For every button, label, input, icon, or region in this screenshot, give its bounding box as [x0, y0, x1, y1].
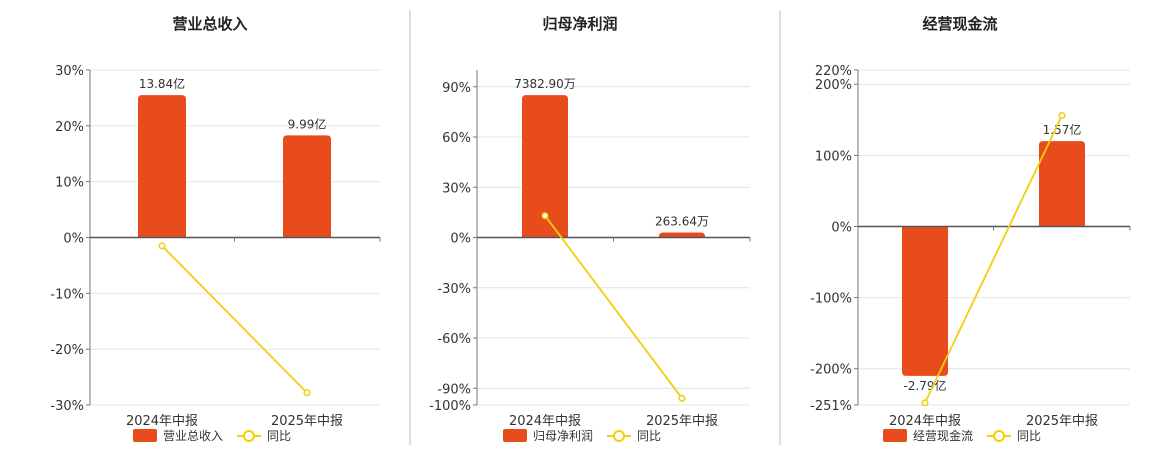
legend-label-line: 同比	[1017, 429, 1041, 443]
legend-swatch-marker	[243, 430, 255, 442]
yoy-point	[678, 394, 686, 402]
bar-value-label: -2.79亿	[903, 378, 946, 393]
y-tick-label: -60%	[437, 332, 471, 347]
chart-panel-3: 经营现金流 220%200% 100% 0% -100% -200% -251% -2.79亿…	[810, 15, 1131, 443]
bar	[522, 95, 568, 238]
yoy-point	[158, 242, 166, 250]
yoy-point	[541, 212, 549, 220]
category-label: 2024年中报	[889, 414, 961, 429]
bar-value-label: 13.84亿	[139, 76, 185, 91]
y-tick-label: -200%	[810, 363, 852, 378]
chart-title: 归母净利润	[542, 15, 617, 33]
y-tick-label: 220%	[815, 64, 852, 79]
legend-label-line: 同比	[267, 429, 291, 443]
y-tick-label: 30%	[442, 181, 471, 196]
bar-value-label: 7382.90万	[514, 77, 576, 91]
category-label: 2024年中报	[126, 414, 198, 429]
legend-label-bar: 营业总收入	[163, 429, 223, 443]
legend-label-bar: 归母净利润	[533, 429, 593, 443]
bar	[1039, 141, 1085, 227]
y-tick-label: 20%	[55, 120, 84, 135]
bar	[283, 135, 331, 238]
bar-value-label: 1.57亿	[1043, 122, 1082, 137]
y-tick-label: 90%	[442, 81, 471, 96]
legend-label-line: 同比	[637, 429, 661, 443]
yoy-line	[161, 245, 308, 394]
legend-swatch-bar	[133, 429, 157, 442]
category-label: 2025年中报	[1026, 414, 1098, 429]
y-tick-label: -251%	[810, 399, 852, 414]
y-tick-label: 60%	[442, 131, 471, 146]
y-tick-label: 0%	[63, 232, 84, 247]
bar	[138, 95, 186, 238]
y-tick-label: -20%	[50, 343, 84, 358]
bar-value-label: 263.64万	[655, 214, 709, 228]
yoy-point	[303, 389, 311, 397]
y-tick-label: -10%	[50, 287, 84, 302]
chart-title: 经营现金流	[922, 15, 997, 33]
y-tick-label: 0%	[831, 220, 852, 235]
yoy-point	[921, 399, 929, 407]
category-label: 2024年中报	[509, 414, 581, 429]
category-label: 2025年中报	[646, 414, 718, 429]
y-tick-label: -30%	[50, 399, 84, 414]
bar	[902, 226, 948, 376]
y-tick-label: 10%	[55, 176, 84, 191]
bar	[659, 232, 705, 238]
y-tick-label: 200%	[815, 78, 852, 93]
legend-swatch-marker	[613, 430, 625, 442]
y-tick-label: -90%	[437, 382, 471, 397]
y-tick-label: 0%	[450, 232, 471, 247]
legend-swatch-bar	[503, 429, 527, 442]
yoy-point	[1058, 111, 1066, 120]
chart-panel-2: 归母净利润 90% 60% 30% 0% -30% -60% -90% -100% 7382.90…	[429, 15, 751, 443]
yoy-line	[924, 115, 1063, 404]
category-label: 2025年中报	[271, 414, 343, 429]
y-tick-label: 30%	[55, 64, 84, 79]
y-tick-label: -30%	[437, 282, 471, 297]
chart-panel-1: 营业总收入 30% 20% 10% 0% -10% -20% -30% 13.84亿 9.99亿 2…	[50, 15, 381, 443]
legend-label-bar: 经营现金流	[913, 428, 973, 443]
chart-title: 营业总收入	[172, 15, 247, 33]
bar-value-label: 9.99亿	[288, 116, 327, 131]
y-tick-label: -100%	[810, 292, 852, 307]
y-tick-label: -100%	[429, 399, 471, 414]
legend-swatch-bar	[883, 429, 907, 442]
legend-swatch-marker	[993, 430, 1005, 442]
yoy-line	[544, 215, 683, 399]
y-tick-label: 100%	[815, 149, 852, 164]
